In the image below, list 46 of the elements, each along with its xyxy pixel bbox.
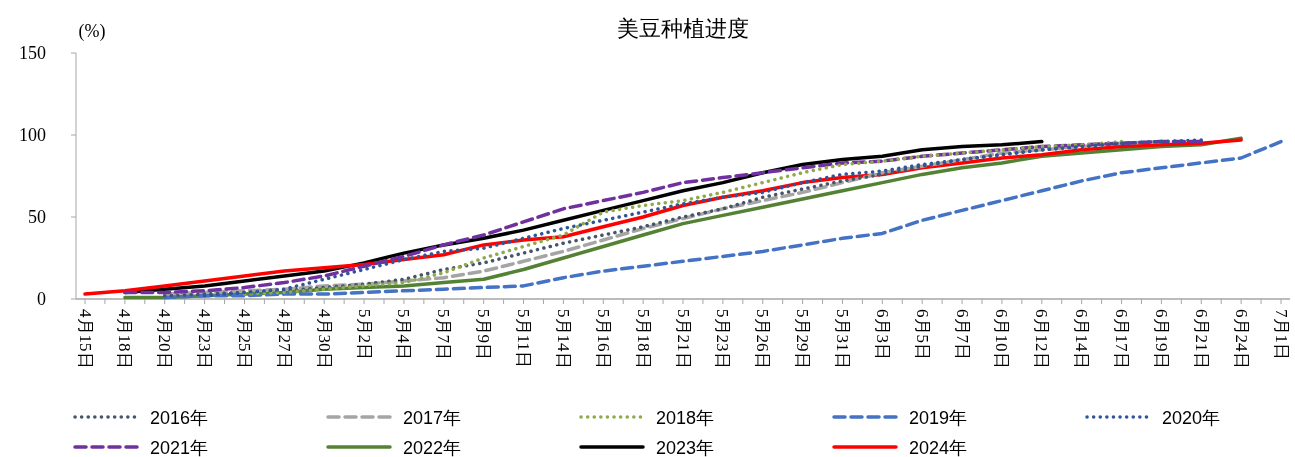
- x-tick-label: 5月16日: [593, 309, 613, 369]
- x-tick-label: 5月11日: [514, 309, 534, 368]
- legend-label: 2023年: [656, 438, 715, 457]
- legend-label: 2024年: [909, 438, 968, 457]
- legend-label: 2022年: [403, 438, 462, 457]
- x-tick-label: 6月7日: [952, 309, 972, 360]
- x-tick-label: 6月21日: [1191, 309, 1211, 369]
- legend-label: 2021年: [150, 438, 209, 457]
- x-tick-label: 5月26日: [753, 309, 773, 369]
- chart-title: 美豆种植进度: [617, 16, 749, 41]
- x-tick-label: 4月15日: [75, 309, 95, 369]
- legend-label: 2017年: [403, 408, 462, 428]
- x-tick-label: 4月25日: [234, 309, 254, 369]
- x-tick-label: 5月31日: [832, 309, 852, 369]
- y-tick-label: 100: [19, 125, 46, 145]
- legend-label: 2018年: [656, 408, 715, 428]
- x-tick-label: 5月14日: [553, 309, 573, 369]
- x-tick-label: 4月20日: [155, 309, 175, 369]
- x-tick-label: 6月24日: [1231, 309, 1251, 369]
- x-tick-label: 5月7日: [434, 309, 454, 360]
- x-tick-label: 5月21日: [673, 309, 693, 369]
- x-tick-label: 4月30日: [314, 309, 334, 369]
- x-tick-label: 5月18日: [633, 309, 653, 369]
- x-tick-label: 6月14日: [1072, 309, 1092, 369]
- x-tick-label: 7月1日: [1271, 309, 1291, 360]
- legend-label: 2016年: [150, 408, 209, 428]
- x-tick-label: 5月23日: [713, 309, 733, 369]
- x-tick-label: 6月19日: [1151, 309, 1171, 369]
- x-tick-label: 5月4日: [394, 309, 414, 360]
- x-tick-label: 4月23日: [195, 309, 215, 369]
- y-tick-label: 0: [37, 289, 46, 309]
- x-tick-label: 6月17日: [1112, 309, 1132, 369]
- x-tick-label: 6月3日: [872, 309, 892, 360]
- x-tick-label: 5月2日: [354, 309, 374, 360]
- x-tick-label: 4月27日: [274, 309, 294, 369]
- y-axis-title: (%): [78, 21, 106, 42]
- y-tick-label: 150: [19, 43, 46, 63]
- x-tick-label: 6月12日: [1032, 309, 1052, 369]
- legend-label: 2019年: [909, 408, 968, 428]
- y-tick-label: 50: [28, 207, 46, 227]
- x-tick-label: 4月18日: [115, 309, 135, 369]
- x-tick-label: 6月5日: [912, 309, 932, 360]
- legend-label: 2020年: [1162, 408, 1221, 428]
- x-tick-label: 5月29日: [793, 309, 813, 369]
- x-tick-label: 5月9日: [474, 309, 494, 360]
- x-tick-label: 6月10日: [992, 309, 1012, 369]
